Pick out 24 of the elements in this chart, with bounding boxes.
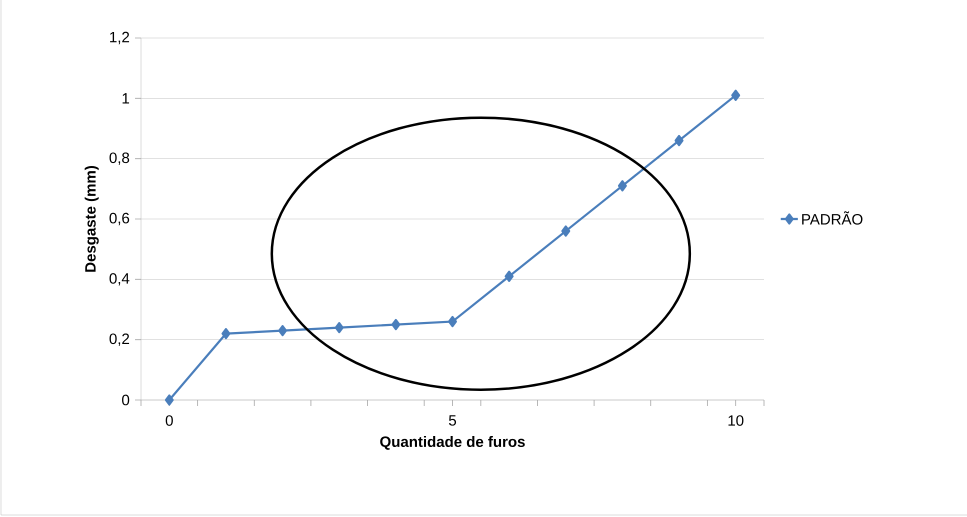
y-tick-label: 0 [122,394,130,406]
y-tick-label: 1,2 [110,32,130,44]
x-axis-title: Quantidade de furos [380,436,525,450]
y-axis-title: Desgaste (mm) [84,166,99,272]
x-tick-label: 5 [448,415,456,426]
y-tick-label: 0,6 [110,212,130,226]
point [674,134,684,146]
y-tick-label: 0,4 [110,273,130,286]
point [448,316,457,328]
point [731,90,740,101]
y-tick-label: 0,2 [110,333,130,346]
point [561,225,570,237]
point [164,394,174,406]
point [391,318,400,330]
x-tick-label: 10 [728,415,744,426]
y-tick-label: 0,8 [110,152,130,165]
point [278,325,288,336]
point [221,328,230,340]
point [504,270,514,282]
y-tick-label: 1 [122,93,130,104]
point [334,322,344,334]
point [618,180,627,192]
legend-label: PADRÃO [802,211,862,225]
x-tick-label: 0 [166,415,173,426]
